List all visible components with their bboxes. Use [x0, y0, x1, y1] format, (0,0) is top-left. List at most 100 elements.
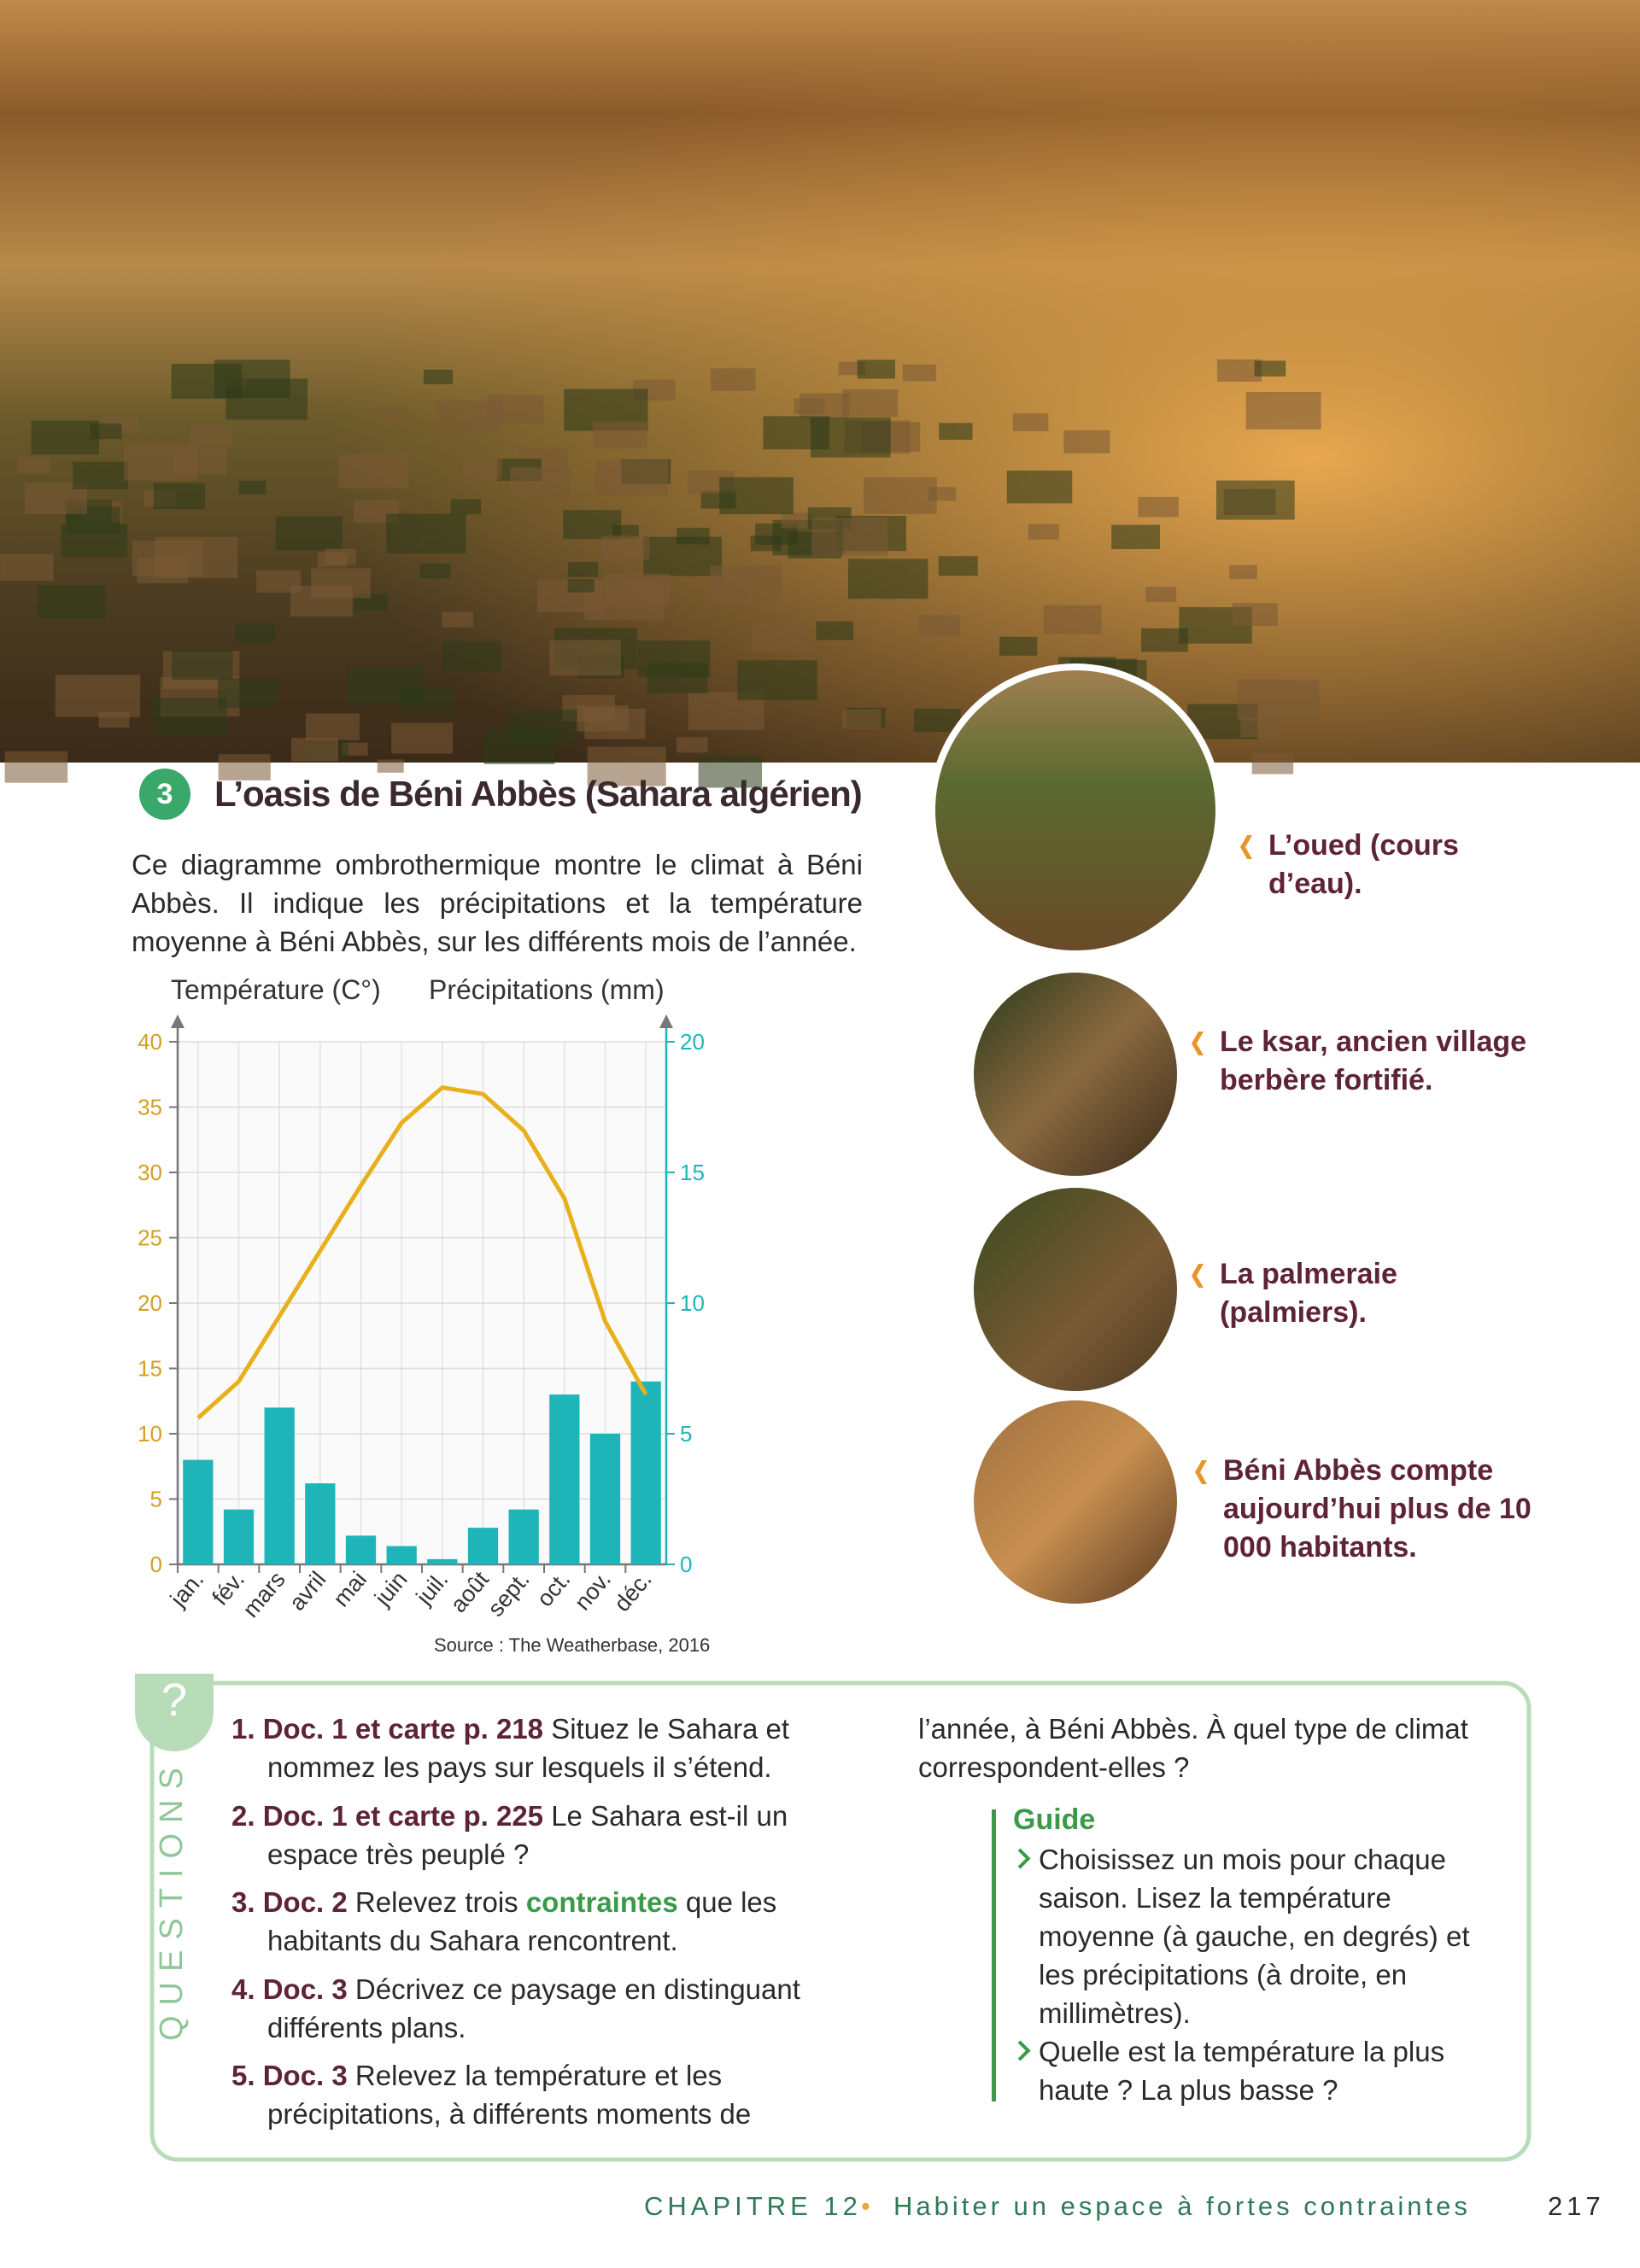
y-tick-label: 5 [150, 1487, 162, 1512]
caption-marker [1195, 1460, 1207, 1484]
photo-texture [1028, 523, 1059, 540]
photo-texture [1251, 753, 1294, 775]
questions-box [149, 1681, 1532, 2162]
photo-texture [435, 400, 503, 435]
y-tick-label: 35 [138, 1095, 162, 1120]
bar [345, 1535, 377, 1564]
photo-texture [218, 754, 271, 780]
y2-axis-label: Précipitations (mm) [429, 974, 665, 1005]
photo-texture [643, 536, 723, 576]
photo-texture [794, 398, 825, 414]
guide-title: Guide [1013, 1803, 1096, 1836]
x-tick-label: mai [328, 1567, 372, 1612]
photo-texture [1012, 413, 1049, 431]
x-tick-label: août [445, 1566, 494, 1617]
photo-texture [305, 713, 360, 741]
photo-texture [1043, 605, 1102, 634]
photo-texture [0, 359, 1321, 790]
photo-texture [235, 623, 276, 643]
photo-texture [710, 368, 756, 391]
bar [427, 1558, 458, 1564]
caption-marker [1240, 835, 1252, 859]
question: 3. Doc. 2 Relevez trois contraintes que … [231, 1883, 865, 1960]
question: 5. Doc. 3 Relevez la température et les … [231, 2056, 865, 2133]
x-tick-label: sept. [483, 1567, 535, 1622]
photo-texture [0, 553, 54, 582]
photo-texture [549, 640, 621, 676]
photo-caption: Le ksar, ancien village berbère fortifié… [1220, 1026, 1527, 1096]
photo-texture [1215, 480, 1295, 520]
photo-texture [1237, 679, 1320, 720]
y-tick-label: 30 [138, 1160, 162, 1185]
photo-texture [123, 443, 197, 481]
photo-texture [386, 513, 466, 554]
photo-texture [1240, 716, 1280, 737]
footer-title: Habiter un espace à fortes contraintes [893, 2191, 1471, 2221]
photo-texture [275, 516, 343, 550]
question: 1. Doc. 1 et carte p. 218 Situez le Saha… [231, 1710, 865, 1786]
photo-texture [567, 579, 594, 593]
photo-texture [55, 675, 141, 717]
photo-texture [751, 623, 807, 652]
doc-number: 3 [156, 778, 173, 810]
bar [549, 1394, 580, 1564]
photo-thumbnail [974, 973, 1177, 1176]
photo-texture [810, 417, 891, 458]
x-tick-label: mars [237, 1567, 290, 1622]
y-tick-label: 20 [138, 1290, 162, 1316]
photo-texture [593, 421, 647, 449]
photo-texture [1145, 587, 1177, 603]
y2-tick-label: 5 [680, 1421, 692, 1447]
y-tick-label: 0 [150, 1552, 162, 1577]
photo-texture [317, 552, 348, 568]
intro: Ce diagramme ombrothermique montre le cl… [132, 849, 863, 957]
question-number: 2. [231, 1800, 255, 1832]
bar [386, 1546, 417, 1564]
photo-texture [90, 423, 122, 440]
question-number: 4. [231, 1973, 255, 2005]
y2-tick-label: 0 [680, 1552, 692, 1577]
guide-item: Quelle est la température la plus haute … [1039, 2032, 1483, 2109]
photo-texture [442, 611, 473, 628]
question-ref: Doc. 1 et carte p. 225 [262, 1800, 544, 1832]
x-tick-label: oct. [531, 1567, 575, 1612]
photo-texture [750, 535, 782, 552]
photo-texture [73, 461, 128, 490]
photo-texture [563, 510, 622, 540]
photo-caption: Béni Abbès compte aujourd’hui plus de 10… [1223, 1454, 1532, 1564]
photo-texture [1138, 496, 1179, 517]
photo-texture [848, 558, 928, 599]
doc-number-badge [139, 769, 190, 820]
guide-bar [992, 1809, 996, 2101]
bar [589, 1434, 621, 1564]
photo-texture [918, 615, 961, 636]
question-ref: Doc. 1 et carte p. 218 [262, 1713, 544, 1745]
questions-label: QUESTIONS [154, 1757, 190, 2041]
photo-texture [290, 585, 353, 617]
photo-texture [132, 541, 203, 576]
question-ref: Doc. 2 [262, 1886, 348, 1918]
question-term: contraintes [525, 1886, 678, 1918]
photo-texture [391, 722, 454, 754]
source: Source : The Weatherbase, 2016 [434, 1634, 710, 1656]
photo-texture [816, 621, 854, 640]
doc-title: L’oasis de Béni Abbès (Sahara algérien) [214, 774, 863, 814]
photo-texture [17, 457, 50, 474]
questions-badge [135, 1674, 214, 1751]
x-tick-label: avril [284, 1567, 331, 1616]
photo-texture [647, 663, 708, 693]
photo-texture [938, 556, 978, 576]
photo-texture [507, 709, 577, 745]
page-number: 217 [1548, 2191, 1605, 2221]
photo-texture [153, 698, 227, 735]
photo-texture [450, 499, 482, 515]
photo-texture [1254, 360, 1286, 377]
question-continued: l’année, à Béni Abbès. À quel type de cl… [918, 1713, 1468, 1783]
photo-texture [600, 535, 650, 560]
photo-texture [291, 738, 339, 762]
bar [467, 1528, 499, 1564]
bar [305, 1483, 336, 1564]
photo-thumbnail [974, 1188, 1177, 1391]
